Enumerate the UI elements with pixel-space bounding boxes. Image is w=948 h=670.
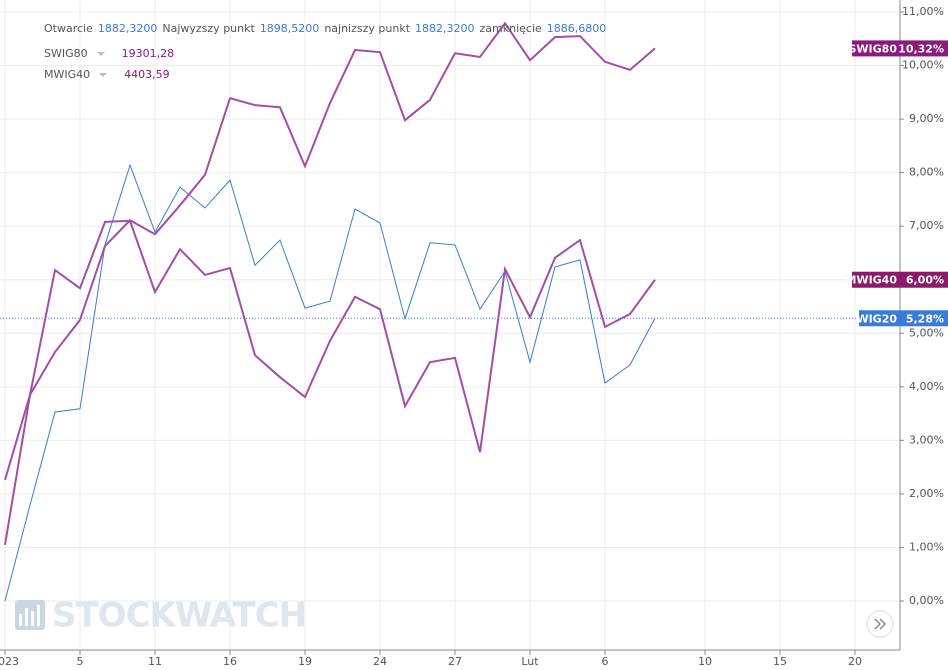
watermark: STOCKWATCH	[52, 596, 306, 636]
series-line	[4, 219, 656, 481]
x-tick-label: 10	[698, 655, 712, 668]
ohlc-value: 1882,3200	[97, 22, 158, 35]
x-tick-label: 24	[373, 655, 387, 668]
y-tick-label: 2,00%	[909, 487, 944, 500]
y-tick-label: 3,00%	[909, 433, 944, 446]
end-label-name: SWIG80	[849, 42, 898, 55]
x-tick-label: 20	[848, 655, 862, 668]
series-line	[4, 163, 656, 602]
x-tick-label: Lut	[521, 655, 539, 668]
x-tick-label: 5	[77, 655, 84, 668]
y-tick-label: 8,00%	[909, 166, 944, 179]
legend-value: 19301,28	[121, 47, 175, 60]
legend-caret	[99, 73, 108, 77]
ohlc-value: 1886,6800	[546, 22, 607, 35]
y-tick-label: 11,00%	[902, 5, 944, 18]
x-tick-label: 16	[223, 655, 237, 668]
legend-entry: MWIG40 4403,59	[44, 64, 179, 85]
end-label-value: 5,28%	[906, 312, 944, 325]
y-tick-label: 9,00%	[909, 112, 944, 125]
end-label-box	[859, 310, 948, 327]
y-tick-label: 1,00%	[909, 540, 944, 553]
y-tick-label: 10,00%	[902, 59, 944, 72]
x-tick-label: 15	[773, 655, 787, 668]
end-label-name: WIG20	[856, 312, 897, 325]
legend-name: MWIG40	[44, 68, 91, 81]
legend-value: 4403,59	[124, 68, 170, 81]
x-tick-label: 11	[148, 655, 162, 668]
end-label-value: 10,32%	[898, 42, 944, 55]
end-label-name: MWIG40	[845, 274, 897, 287]
legend-entry: SWIG80 19301,28	[44, 43, 179, 64]
x-tick-label: 6	[602, 655, 609, 668]
ohlc-label: Najwyzszy punkt	[162, 22, 255, 35]
x-tick-label: 19	[298, 655, 312, 668]
ohlc-label: zamknięcie	[479, 22, 542, 35]
ohlc-header: Otwarcie 1882,3200 Najwyzszy punkt 1898,520…	[44, 22, 611, 35]
legend: SWIG80 19301,28 MWIG40 4403,59	[44, 43, 179, 85]
y-tick-label: 5,00%	[909, 326, 944, 339]
ohlc-value: 1882,3200	[415, 22, 475, 35]
end-label-value: 6,00%	[906, 274, 944, 287]
ohlc-label: najnizszy punkt	[324, 22, 411, 35]
legend-name: SWIG80	[44, 47, 88, 60]
x-tick-label: 27	[448, 655, 462, 668]
end-label-box	[852, 271, 948, 288]
scroll-button[interactable]	[866, 610, 894, 638]
y-tick-label: 0,00%	[909, 594, 944, 607]
y-tick-label: 4,00%	[909, 380, 944, 393]
y-tick-label: 7,00%	[909, 219, 944, 232]
legend-caret	[96, 52, 105, 56]
x-tick-label: 2023	[0, 655, 19, 668]
end-label-box	[852, 40, 948, 57]
ohlc-value: 1898,5200	[259, 22, 320, 35]
ohlc-label: Otwarcie	[44, 22, 93, 35]
series-line	[4, 21, 656, 545]
watermark-logo	[15, 600, 45, 630]
